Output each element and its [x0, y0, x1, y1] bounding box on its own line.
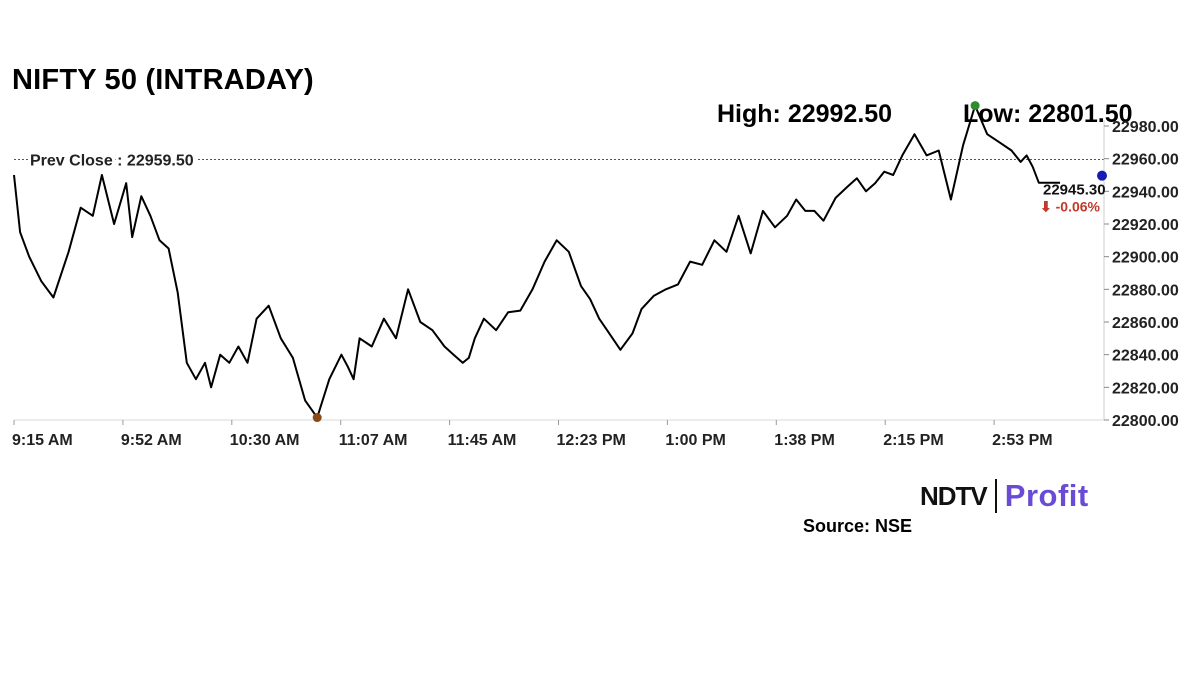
x-tick-label: 11:45 AM	[448, 432, 517, 449]
x-tick-label: 2:15 PM	[883, 432, 943, 449]
brand-ndtv: NDTV	[920, 480, 988, 511]
source-note: Source: NSE	[803, 516, 913, 536]
x-tick-label: 1:00 PM	[665, 432, 725, 449]
chart-title: NIFTY 50 (INTRADAY)	[12, 64, 314, 96]
price-line	[13, 104, 1060, 419]
y-tick-label: 22940.00	[1112, 184, 1179, 201]
y-tick-label: 22980.00	[1112, 119, 1179, 136]
y-tick-label: 22820.00	[1112, 380, 1179, 397]
x-tick-label: 1:38 PM	[774, 432, 834, 449]
y-axis: 22800.00 22820.00 22840.00 22860.00 22880.00…	[1103, 119, 1179, 430]
y-tick-label: 22960.00	[1112, 152, 1179, 169]
x-tick-label: 2:53 PM	[992, 432, 1052, 449]
x-tick-label: 11:07 AM	[339, 432, 408, 449]
brand-profit: Profit	[1004, 478, 1089, 513]
x-axis: 9:15 AM 9:52 AM 10:30 AM 11:07 AM 11:45 AM 12…	[12, 419, 1104, 449]
y-tick-label: 22900.00	[1112, 250, 1179, 267]
low-marker	[312, 413, 322, 423]
prev-close-label: Prev Close : 22959.50	[30, 152, 194, 169]
x-tick-label: 9:52 AM	[121, 432, 182, 449]
high-value: High: 22992.50	[717, 100, 893, 128]
high-marker	[970, 101, 980, 111]
brand-divider	[994, 479, 997, 513]
last-price-marker	[1097, 170, 1107, 181]
x-tick-label: 10:30 AM	[230, 432, 300, 449]
x-tick-label: 12:23 PM	[557, 432, 626, 449]
y-tick-label: 22860.00	[1112, 315, 1179, 332]
change-percent-label: ⬇ -0.06%	[1040, 199, 1101, 215]
y-tick-label: 22880.00	[1112, 282, 1179, 299]
y-tick-label: 22920.00	[1112, 217, 1179, 234]
last-price-label: 22945.30	[1043, 182, 1106, 199]
brand-logo: NDTV Profit	[920, 476, 1089, 516]
y-tick-label: 22800.00	[1112, 413, 1179, 430]
y-tick-label: 22840.00	[1112, 348, 1179, 365]
x-tick-label: 9:15 AM	[12, 432, 73, 449]
